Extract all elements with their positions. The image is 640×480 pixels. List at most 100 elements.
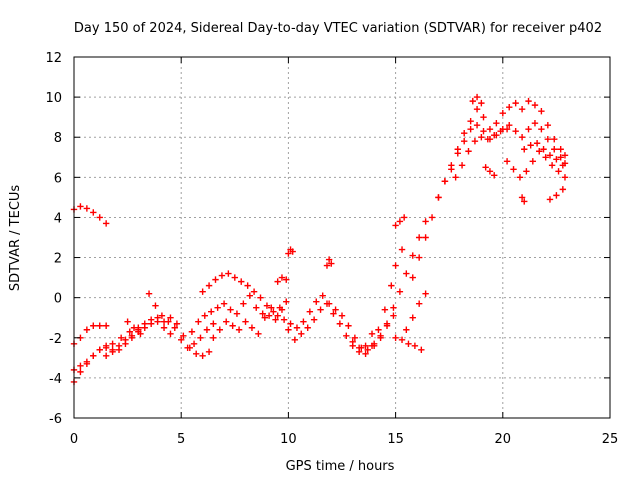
series-arc-15 [370,218,429,349]
data-point [521,146,528,153]
data-point [349,338,356,345]
data-point [244,282,251,289]
data-point [274,312,281,319]
y-tick-label: 4 [54,211,62,226]
data-point [523,168,530,175]
data-point [546,152,554,159]
data-point [362,342,369,349]
y-tick-label: 12 [45,51,62,66]
data-point [497,128,504,135]
y-tick-label: 0 [54,292,62,307]
data-point [306,308,314,315]
data-point [390,312,397,319]
data-point [231,274,238,281]
series-arc-18 [392,334,425,354]
data-point [553,156,560,163]
data-point [512,128,519,135]
data-point [531,119,539,127]
y-tick-label: -4 [49,372,62,387]
data-point [130,324,138,331]
series-arc-11 [274,274,290,285]
series-arc-6 [145,290,217,352]
data-point [512,99,519,107]
data-point [383,320,391,327]
data-point [355,344,363,352]
data-point [293,324,301,331]
x-tick-label: 25 [602,432,619,447]
data-point [548,162,556,169]
series-arc-10 [199,270,290,315]
data-point [199,288,206,295]
data-point [473,93,481,101]
data-point [328,260,335,267]
series-arc-26 [518,194,528,205]
data-point [418,346,425,354]
data-point [533,140,541,147]
x-tick-label: 20 [495,432,512,447]
data-point [538,126,545,133]
data-point [392,262,399,269]
data-point [285,326,292,333]
data-point [473,121,481,129]
data-point [467,126,474,133]
data-point [521,198,528,205]
data-point [225,270,232,277]
data-point [536,148,543,155]
data-point [218,272,226,279]
data-point [561,174,569,181]
data-point [310,316,318,323]
y-tick-label: -2 [49,332,62,347]
series-arc-19 [409,97,569,281]
x-tick-label: 15 [387,432,404,447]
data-point [270,308,277,315]
data-point [400,214,408,221]
data-point [452,174,459,181]
data-point [137,330,144,337]
data-point [551,146,558,153]
data-point [473,105,481,113]
series-arc-1 [70,203,110,227]
data-point [525,97,532,105]
data-point [546,196,554,203]
data-point [428,214,436,221]
data-point [304,324,311,331]
data-point [167,330,174,337]
data-point [368,330,376,337]
data-point [268,304,275,311]
x-tick-label: 10 [280,432,297,447]
y-axis-label: SDTVAR / TECUs [8,185,23,292]
data-point [411,342,419,349]
data-point [300,318,307,325]
data-point [396,218,404,225]
data-point [330,310,337,317]
data-point [285,250,292,257]
data-point [235,326,243,333]
data-point [422,218,429,225]
data-point [542,154,549,161]
data-point [214,304,221,311]
data-point [364,346,371,354]
data-point [405,340,412,347]
data-point [173,320,181,327]
data-point [154,318,161,325]
data-point [117,334,125,341]
series-arc-7 [124,318,144,337]
data-point [238,278,245,285]
x-tick-label: 5 [177,432,185,447]
series-arc-23 [482,164,498,179]
data-point [165,318,172,325]
data-point [478,99,485,107]
data-point [210,334,217,341]
data-point [518,194,526,201]
data-point [370,342,378,349]
series-arc-13 [323,256,335,269]
series-arc-27 [546,186,567,203]
data-point [409,252,416,259]
data-point [503,158,511,165]
data-point [210,320,217,327]
data-point [203,326,211,333]
data-point [248,324,256,331]
series-arc-24 [503,148,569,181]
data-point [415,254,423,261]
